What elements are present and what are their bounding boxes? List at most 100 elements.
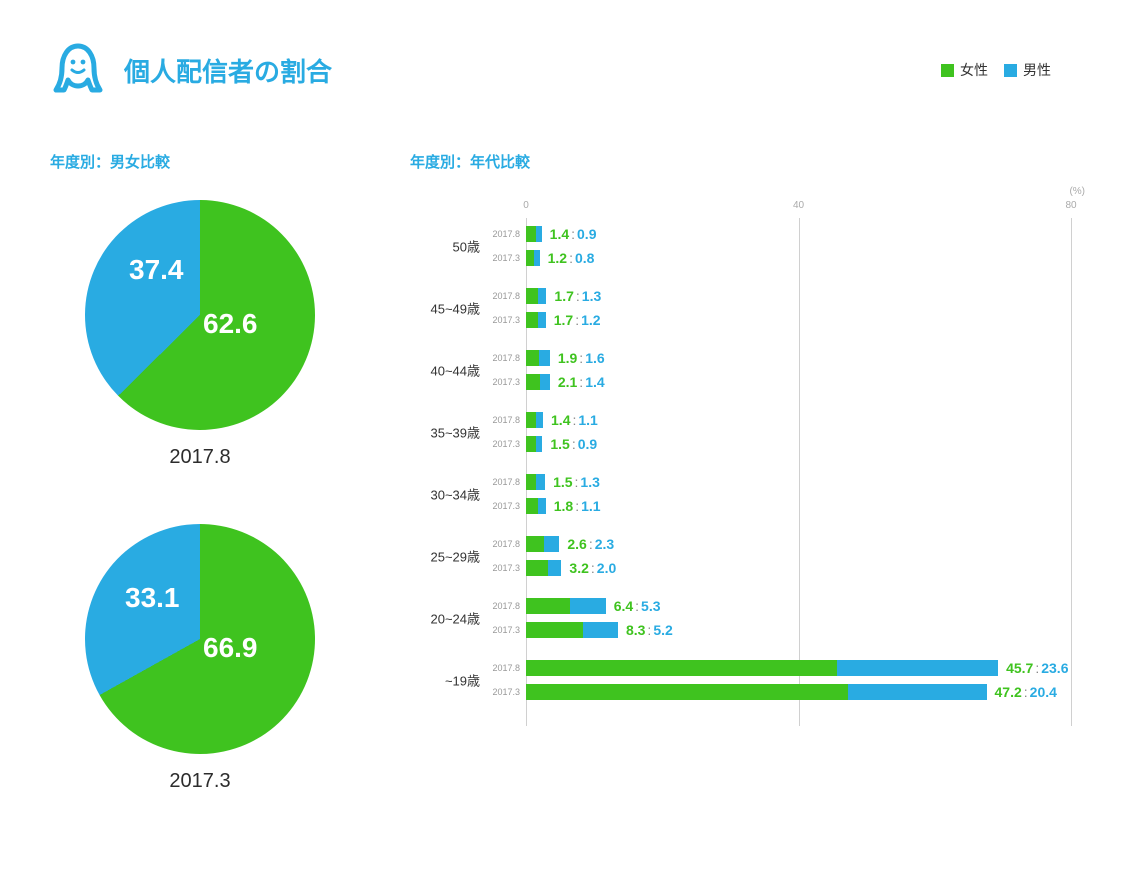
bar-track: 1.7:1.2	[526, 312, 1071, 328]
bar-value-label: 1.2:0.8	[548, 250, 595, 266]
age-row: 2017.81.7:1.3	[420, 286, 1071, 306]
value-separator: :	[573, 312, 581, 328]
bar-value-male: 1.1	[578, 412, 597, 428]
bar-track: 1.5:1.3	[526, 474, 1071, 490]
bar-segment-female	[526, 598, 570, 614]
age-row: 2017.81.4:1.1	[420, 410, 1071, 430]
axis-tick-label: 80	[1065, 200, 1076, 211]
bar-value-male: 1.4	[585, 374, 604, 390]
pie-block: 37.462.62017.8	[50, 200, 350, 469]
bar-chart: 04080(%) 2017.81.4:0.92017.31.2:0.850歳20…	[420, 200, 1071, 726]
bar-value-female: 1.4	[550, 226, 569, 242]
period-label: 2017.3	[490, 625, 526, 635]
age-row: 2017.81.5:1.3	[420, 472, 1071, 492]
column-gender-comparison: 年度別：男女比較 37.462.62017.833.166.92017.3	[50, 151, 350, 848]
bar-segment-female	[526, 250, 534, 266]
age-label: 30~34歳	[420, 485, 490, 504]
bar-value-label: 2.6:2.3	[567, 536, 614, 552]
legend-swatch-male	[1004, 64, 1017, 77]
content-columns: 年度別：男女比較 37.462.62017.833.166.92017.3 年度…	[50, 151, 1071, 848]
age-row: 2017.8 1.9:1.6	[420, 348, 1071, 368]
age-row: 2017.81.4:0.9	[420, 224, 1071, 244]
legend-label-male: 男性	[1023, 60, 1051, 80]
age-label: 45~49歳	[420, 299, 490, 318]
age-row: 2017.32.1:1.4	[420, 372, 1071, 392]
bar-segment-female	[526, 288, 538, 304]
period-label: 2017.8	[490, 663, 526, 673]
gridline	[1071, 218, 1072, 726]
legend-swatch-female	[941, 64, 954, 77]
bar-value-male: 0.8	[575, 250, 594, 266]
bar-segment-female	[526, 498, 538, 514]
pie-charts-host: 37.462.62017.833.166.92017.3	[50, 200, 350, 793]
period-label: 2017.3	[490, 253, 526, 263]
bar-value-male: 0.9	[578, 436, 597, 452]
bar-segment-female	[526, 660, 837, 676]
legend-label-female: 女性	[960, 60, 988, 80]
value-separator: :	[1022, 684, 1030, 700]
page-header: 個人配信者の割合	[50, 40, 1071, 101]
bar-value-male: 1.3	[582, 288, 601, 304]
age-label: 40~44歳	[420, 361, 490, 380]
legend-item-male: 男性	[1004, 60, 1051, 80]
bar-track: 3.2:2.0	[526, 560, 1071, 576]
logo-icon	[50, 40, 106, 101]
bar-segment-female	[526, 622, 583, 638]
bar-value-label: 3.2:2.0	[569, 560, 616, 576]
bar-value-male: 1.6	[585, 350, 604, 366]
period-label: 2017.8	[490, 353, 526, 363]
bar-segment-female	[526, 374, 540, 390]
bar-value-male: 2.3	[595, 536, 614, 552]
period-label: 2017.3	[490, 563, 526, 573]
bar-value-label: 1.9:1.6	[558, 350, 605, 366]
period-label: 2017.3	[490, 315, 526, 325]
age-row: 2017.3 1.2:0.8	[420, 248, 1071, 268]
period-label: 2017.3	[490, 687, 526, 697]
pie-label-male: 37.4	[129, 254, 184, 286]
bar-track: 1.2:0.8	[526, 250, 1071, 266]
period-label: 2017.3	[490, 501, 526, 511]
pie-caption: 2017.3	[50, 770, 350, 793]
bar-segment-male	[536, 436, 542, 452]
period-label: 2017.8	[490, 601, 526, 611]
age-label: 35~39歳	[420, 423, 490, 442]
bar-chart-axis: 04080(%)	[526, 200, 1071, 214]
pie-label-female: 66.9	[203, 632, 258, 664]
bar-value-female: 1.8	[554, 498, 573, 514]
bar-value-female: 47.2	[995, 684, 1022, 700]
bar-track: 1.5:0.9	[526, 436, 1071, 452]
value-separator: :	[577, 350, 585, 366]
bar-segment-male	[548, 560, 562, 576]
age-row: 2017.31.5:0.9	[420, 434, 1071, 454]
bar-segment-female	[526, 474, 536, 490]
bar-value-female: 1.5	[550, 436, 569, 452]
bar-value-male: 1.2	[581, 312, 600, 328]
bar-track: 2.1:1.4	[526, 374, 1071, 390]
age-row: 2017.347.2:20.4	[420, 682, 1071, 702]
age-row: 2017.8 45.7:23.6	[420, 658, 1071, 678]
bar-segment-female	[526, 226, 536, 242]
bar-segment-female	[526, 412, 536, 428]
bar-segment-male	[534, 250, 539, 266]
age-label: 20~24歳	[420, 609, 490, 628]
value-separator: :	[574, 288, 582, 304]
bar-track: 1.4:0.9	[526, 226, 1071, 242]
bar-value-label: 1.8:1.1	[554, 498, 601, 514]
age-group: 2017.81.5:1.3 2017.3 1.8:1.1 30~34歳	[420, 472, 1071, 516]
bar-value-label: 1.4:0.9	[550, 226, 597, 242]
bar-value-label: 1.5:1.3	[553, 474, 600, 490]
bar-value-label: 45.7:23.6	[1006, 660, 1068, 676]
bar-segment-female	[526, 312, 538, 328]
value-separator: :	[633, 598, 641, 614]
bar-segment-male	[538, 498, 545, 514]
age-group: 2017.86.4:5.32017.38.3:5.220~24歳	[420, 596, 1071, 640]
column-age-comparison: 年度別：年代比較 04080(%) 2017.81.4:0.92017.31.2…	[410, 151, 1071, 848]
age-label: 50歳	[420, 237, 490, 256]
bar-track: 1.8:1.1	[526, 498, 1071, 514]
bar-segment-male	[538, 312, 546, 328]
value-separator: :	[577, 374, 585, 390]
bar-value-label: 2.1:1.4	[558, 374, 605, 390]
bar-track: 1.7:1.3	[526, 288, 1071, 304]
period-label: 2017.8	[490, 415, 526, 425]
age-group: 2017.845.7:23.62017.347.2:20.4~19歳	[420, 658, 1071, 702]
